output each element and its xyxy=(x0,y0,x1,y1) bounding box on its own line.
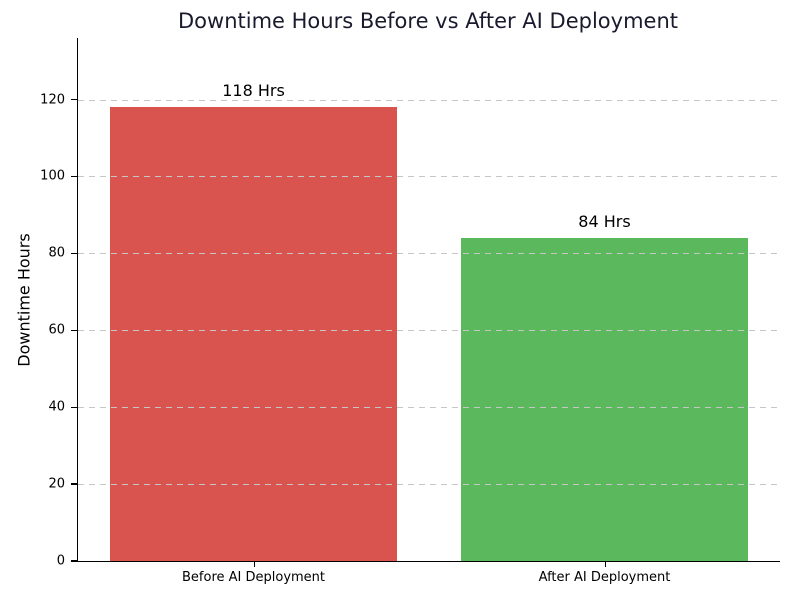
y-tick-label: 80 xyxy=(48,245,65,261)
y-tick-label: 60 xyxy=(48,322,65,338)
y-tick-label: 40 xyxy=(48,399,65,415)
y-tick-label: 20 xyxy=(48,476,65,492)
x-tick-mark xyxy=(604,561,606,567)
gridline xyxy=(78,99,780,101)
gridline xyxy=(78,330,780,332)
y-tick-mark xyxy=(70,560,77,562)
y-tick-label: 0 xyxy=(56,553,65,569)
bar xyxy=(460,237,749,561)
bar-value-label: 84 Hrs xyxy=(578,211,631,231)
y-axis-label: Downtime Hours xyxy=(14,233,34,367)
gridline xyxy=(78,253,780,255)
x-tick-label: Before AI Deployment xyxy=(181,570,326,585)
y-tick-mark xyxy=(70,98,77,101)
y-tick-label: 100 xyxy=(40,168,65,184)
y-tick-mark xyxy=(70,329,77,331)
y-tick-mark xyxy=(70,406,77,408)
x-tick-mark xyxy=(253,561,255,567)
chart-title: Downtime Hours Before vs After AI Deploy… xyxy=(178,9,678,33)
y-tick-mark xyxy=(70,252,77,254)
bar-value-label: 118 Hrs xyxy=(222,81,285,101)
bar xyxy=(109,107,398,561)
gridline xyxy=(78,407,780,409)
plot-area: 118 Hrs Before AI Deployment 84 Hrs After A… xyxy=(40,38,780,585)
gridline xyxy=(78,484,780,486)
y-tick-mark xyxy=(70,483,77,485)
y-tick-label: 120 xyxy=(40,92,65,108)
y-tick-mark xyxy=(70,175,77,178)
gridline xyxy=(78,176,780,178)
x-tick-label: After AI Deployment xyxy=(538,570,671,585)
